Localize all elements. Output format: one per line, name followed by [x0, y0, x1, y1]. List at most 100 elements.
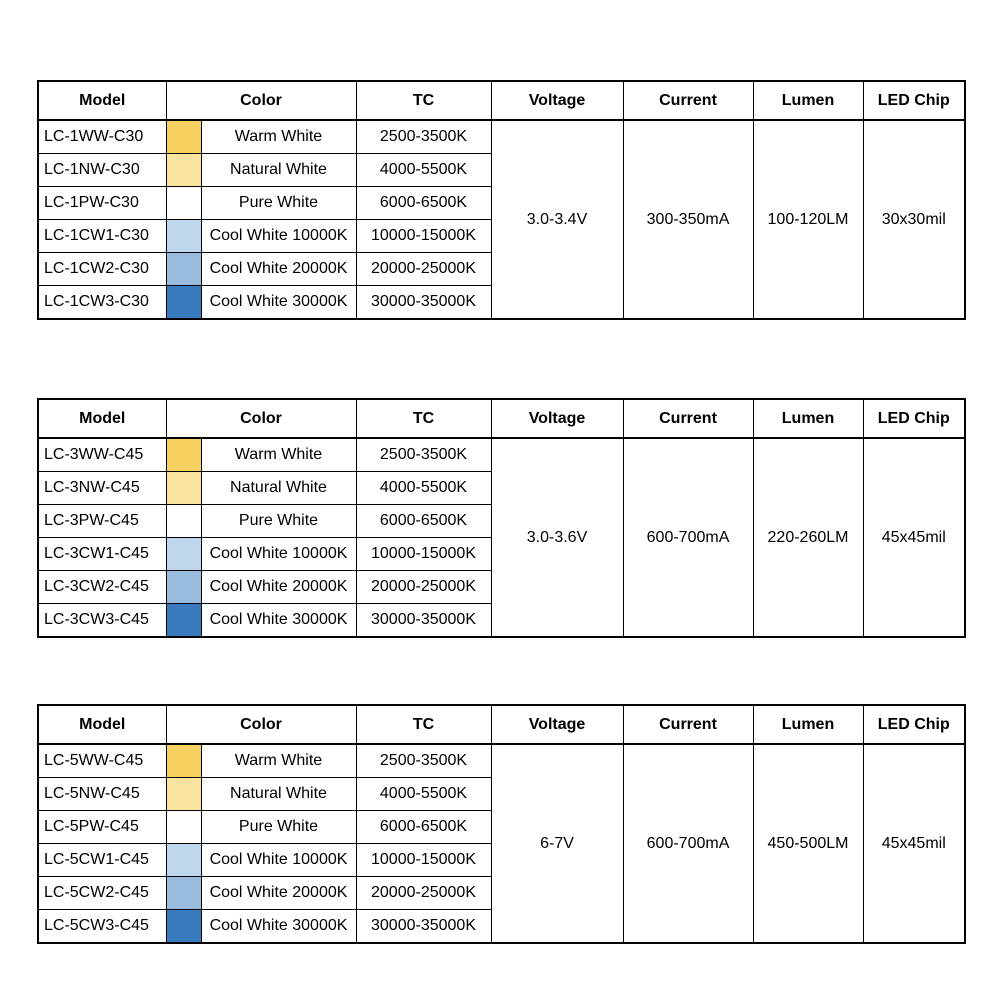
col-header-tc: TC	[355, 80, 492, 121]
col-header-model: Model	[37, 80, 167, 121]
color-name-cell: Pure White	[200, 810, 357, 844]
col-header-voltage: Voltage	[490, 398, 624, 439]
col-header-model: Model	[37, 398, 167, 439]
col-header-led-chip: LED Chip	[862, 398, 966, 439]
model-cell: LC-3CW3-C45	[37, 603, 167, 638]
tc-cell: 20000-25000K	[355, 570, 492, 604]
col-header-voltage: Voltage	[490, 80, 624, 121]
tc-cell: 4000-5500K	[355, 471, 492, 505]
color-swatch	[165, 285, 202, 320]
color-name-cell: Warm White	[200, 119, 357, 154]
color-name-cell: Cool White 10000K	[200, 537, 357, 571]
col-header-lumen: Lumen	[752, 398, 864, 439]
header-row: Model Color TC Voltage Current Lumen LED…	[37, 80, 966, 121]
tc-cell: 20000-25000K	[355, 252, 492, 286]
color-name-cell: Natural White	[200, 777, 357, 811]
table-row: LC-1CW2-C30 Cool White 20000K 20000-2500…	[37, 252, 965, 286]
spec-sheet: Model Color TC Voltage Current Lumen LED…	[37, 80, 966, 944]
lumen-cell: 450-500LM	[752, 743, 864, 944]
col-header-current: Current	[622, 704, 754, 745]
table-row: LC-5NW-C45 Natural White 4000-5500K	[37, 777, 965, 811]
tc-cell: 4000-5500K	[355, 777, 492, 811]
model-cell: LC-1CW1-C30	[37, 219, 167, 253]
table-row: LC-1CW1-C30 Cool White 10000K 10000-1500…	[37, 219, 965, 253]
color-swatch	[165, 504, 202, 538]
color-name-cell: Warm White	[200, 743, 357, 778]
table-row: LC-1WW-C30 Warm White 2500-3500K 3.0-3.4…	[37, 119, 966, 320]
col-header-led-chip: LED Chip	[862, 80, 966, 121]
model-cell: LC-1CW2-C30	[37, 252, 167, 286]
model-cell: LC-1PW-C30	[37, 186, 167, 220]
table-row: LC-3CW3-C45 Cool White 30000K 30000-3500…	[37, 603, 965, 638]
color-name-cell: Cool White 30000K	[200, 285, 357, 320]
color-name-cell: Cool White 10000K	[200, 219, 357, 253]
color-swatch	[165, 876, 202, 910]
model-cell: LC-1NW-C30	[37, 153, 167, 187]
color-swatch	[165, 186, 202, 220]
color-swatch	[165, 219, 202, 253]
color-swatch	[165, 119, 202, 154]
table-row: LC-5PW-C45 Pure White 6000-6500K	[37, 810, 965, 844]
col-header-lumen: Lumen	[752, 80, 864, 121]
color-name-cell: Pure White	[200, 186, 357, 220]
model-cell: LC-3CW1-C45	[37, 537, 167, 571]
table-row: LC-1NW-C30 Natural White 4000-5500K	[37, 153, 965, 187]
tc-cell: 10000-15000K	[355, 537, 492, 571]
tc-cell: 2500-3500K	[355, 437, 492, 472]
color-swatch	[165, 537, 202, 571]
current-cell: 600-700mA	[622, 437, 754, 638]
col-header-tc: TC	[355, 704, 492, 745]
model-cell: LC-1CW3-C30	[37, 285, 167, 320]
col-header-current: Current	[622, 398, 754, 439]
color-name-cell: Natural White	[200, 471, 357, 505]
current-cell: 300-350mA	[622, 119, 754, 320]
tc-cell: 2500-3500K	[355, 119, 492, 154]
led-chip-cell: 45x45mil	[862, 437, 966, 638]
table-row: LC-1CW3-C30 Cool White 30000K 30000-3500…	[37, 285, 965, 320]
lumen-cell: 220-260LM	[752, 437, 864, 638]
tc-cell: 30000-35000K	[355, 285, 492, 320]
color-name-cell: Cool White 10000K	[200, 843, 357, 877]
tc-cell: 30000-35000K	[355, 603, 492, 638]
table-row: LC-5CW3-C45 Cool White 30000K 30000-3500…	[37, 909, 965, 944]
color-swatch	[165, 743, 202, 778]
model-cell: LC-5NW-C45	[37, 777, 167, 811]
model-cell: LC-5CW3-C45	[37, 909, 167, 944]
color-swatch	[165, 810, 202, 844]
led-chip-cell: 45x45mil	[862, 743, 966, 944]
model-cell: LC-3NW-C45	[37, 471, 167, 505]
tc-cell: 4000-5500K	[355, 153, 492, 187]
col-header-tc: TC	[355, 398, 492, 439]
color-name-cell: Cool White 20000K	[200, 876, 357, 910]
header-row: Model Color TC Voltage Current Lumen LED…	[37, 704, 966, 745]
color-name-cell: Cool White 20000K	[200, 570, 357, 604]
led-chip-cell: 30x30mil	[862, 119, 966, 320]
color-name-cell: Cool White 30000K	[200, 603, 357, 638]
current-cell: 600-700mA	[622, 743, 754, 944]
col-header-voltage: Voltage	[490, 704, 624, 745]
table-row: LC-3PW-C45 Pure White 6000-6500K	[37, 504, 965, 538]
col-header-lumen: Lumen	[752, 704, 864, 745]
color-swatch	[165, 252, 202, 286]
color-swatch	[165, 153, 202, 187]
color-name-cell: Cool White 20000K	[200, 252, 357, 286]
color-swatch	[165, 843, 202, 877]
model-cell: LC-5CW2-C45	[37, 876, 167, 910]
color-name-cell: Warm White	[200, 437, 357, 472]
spec-table-3: Model Color TC Voltage Current Lumen LED…	[37, 704, 966, 944]
color-swatch	[165, 437, 202, 472]
tc-cell: 20000-25000K	[355, 876, 492, 910]
model-cell: LC-3PW-C45	[37, 504, 167, 538]
model-cell: LC-3CW2-C45	[37, 570, 167, 604]
col-header-color: Color	[165, 398, 357, 439]
tc-cell: 2500-3500K	[355, 743, 492, 778]
table-row: LC-3WW-C45 Warm White 2500-3500K 3.0-3.6…	[37, 437, 966, 638]
color-swatch	[165, 777, 202, 811]
col-header-color: Color	[165, 80, 357, 121]
color-name-cell: Cool White 30000K	[200, 909, 357, 944]
color-swatch	[165, 603, 202, 638]
tc-cell: 6000-6500K	[355, 810, 492, 844]
voltage-cell: 3.0-3.4V	[490, 119, 624, 320]
table-row: LC-1PW-C30 Pure White 6000-6500K	[37, 186, 965, 220]
model-cell: LC-5WW-C45	[37, 743, 167, 778]
